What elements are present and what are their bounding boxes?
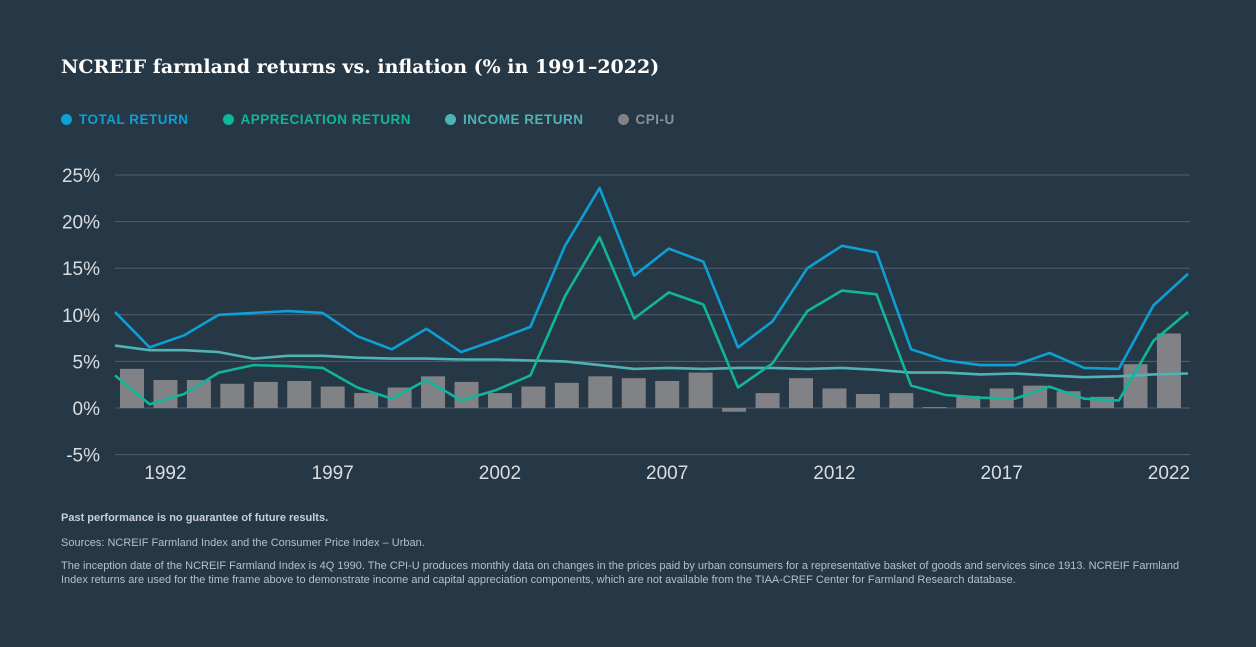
legend-dot-icon [61,114,72,125]
note: The inception date of the NCREIF Farmlan… [61,560,1180,586]
legend: TOTAL RETURN APPRECIATION RETURN INCOME … [61,112,675,127]
y-tick-label: 0% [73,399,101,420]
y-tick-label: 15% [62,259,100,280]
y-tick-label: 10% [62,306,100,327]
series-line-income-return [114,344,1189,379]
cpi-bar [287,380,312,408]
legend-label: CPI-U [635,112,675,127]
x-tick-label: 2022 [1148,463,1190,484]
cpi-bar [253,381,278,408]
cpi-bar [889,393,914,408]
disclaimer: Past performance is no guarantee of futu… [61,512,329,524]
x-tick-label: 2017 [981,463,1023,484]
y-tick-label: -5% [66,446,100,467]
cpi-bar [320,386,345,408]
y-tick-label: 20% [62,213,100,234]
x-tick-label: 2007 [646,463,688,484]
cpi-bar [1023,385,1048,408]
cpi-bar [956,395,981,408]
cpi-bar [655,380,680,408]
y-tick-label: 5% [73,352,101,373]
cpi-bar [722,408,747,412]
legend-label: TOTAL RETURN [79,112,189,127]
sources: Sources: NCREIF Farmland Index and the C… [61,537,425,549]
legend-item-income-return: INCOME RETURN [445,112,584,127]
cpi-bar [621,378,646,408]
chart-title: NCREIF farmland returns vs. inflation (%… [61,56,660,78]
legend-dot-icon [222,114,234,125]
cpi-bar [1156,333,1181,408]
legend-label: APPRECIATION RETURN [240,112,412,127]
cpi-bar [688,372,713,408]
legend-label: INCOME RETURN [463,112,584,127]
cpi-bar [454,381,479,408]
cpi-bar [153,380,178,408]
cpi-bar [822,388,847,408]
legend-dot-icon [617,114,629,125]
cpi-bar [487,393,512,408]
cpi-bar [588,376,613,408]
legend-item-cpi-u: CPI-U [617,112,675,127]
x-tick-label: 1992 [144,463,186,484]
cpi-bar [922,407,947,409]
x-tick-label: 1997 [312,463,354,484]
series-line-total-return [114,186,1189,371]
cpi-bar [755,393,780,408]
cpi-bar [220,383,245,408]
cpi-bar [789,378,813,408]
legend-dot-icon [445,114,457,125]
x-tick-label: 2002 [479,463,521,484]
cpi-bar [855,394,880,408]
series-line-appreciation-return [114,236,1189,406]
cpi-bar [1090,396,1115,408]
y-tick-label: 25% [62,166,100,187]
legend-item-appreciation-return: APPRECIATION RETURN [222,112,412,127]
cpi-bar [554,382,579,408]
cpi-bar [521,386,546,408]
cpi-bar [354,393,379,408]
x-tick-label: 2012 [813,463,855,484]
legend-item-total-return: TOTAL RETURN [61,112,189,127]
